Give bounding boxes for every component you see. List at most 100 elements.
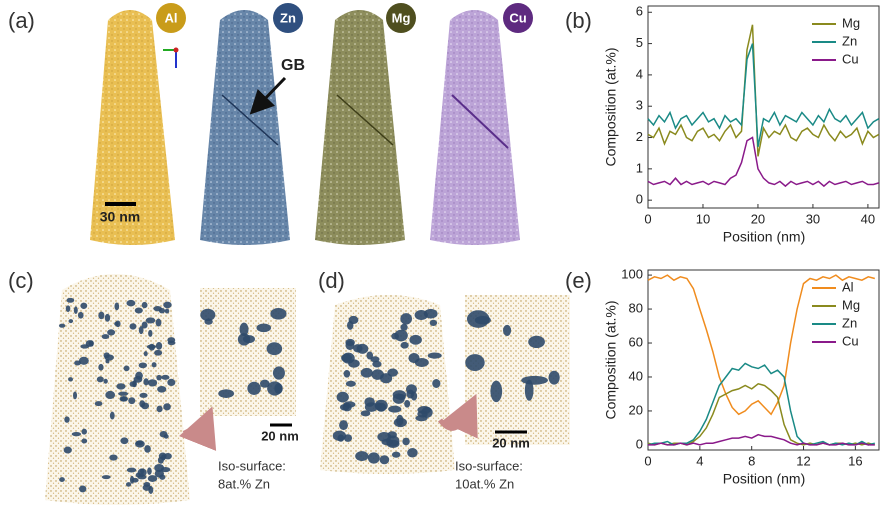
- line-series: [647, 43, 880, 148]
- panel-label: (a): [8, 8, 35, 33]
- precipitate: [345, 340, 355, 351]
- precipitate: [129, 323, 137, 330]
- precipitate: [167, 378, 176, 387]
- line-series: [647, 24, 880, 157]
- panel-label: (b): [565, 8, 592, 33]
- precipitate: [154, 469, 164, 478]
- precipitate: [163, 403, 171, 411]
- precipitate: [104, 313, 111, 322]
- x-tick-label: 10: [696, 211, 710, 226]
- precipitate: [155, 341, 163, 350]
- precipitate: [396, 414, 404, 426]
- y-tick-label: 4: [636, 66, 643, 81]
- isosurface-inset: [200, 288, 296, 416]
- precipitate: [139, 392, 148, 398]
- x-tick-label: 0: [644, 211, 651, 226]
- precipitate: [394, 329, 408, 342]
- line-series: [647, 274, 875, 416]
- precipitate: [145, 317, 156, 324]
- precipitate: [155, 318, 162, 327]
- precipitate: [153, 305, 162, 312]
- precipitate: [528, 335, 545, 349]
- precipitate: [490, 380, 503, 403]
- y-axis-label: Composition (at.%): [603, 300, 619, 419]
- precipitate: [332, 430, 347, 441]
- precipitate: [137, 474, 147, 480]
- panel-label: (e): [565, 268, 592, 293]
- element-ball: [503, 3, 533, 33]
- precipitate: [116, 383, 126, 390]
- precipitate: [68, 377, 74, 382]
- precipitate: [274, 383, 283, 394]
- isosurface-map: [45, 274, 190, 505]
- precipitate: [396, 394, 406, 401]
- precipitate: [107, 329, 116, 336]
- line-series: [648, 433, 875, 446]
- precipitate: [142, 484, 151, 491]
- precipitate: [58, 323, 66, 328]
- precipitate: [404, 399, 411, 408]
- precipitate: [407, 447, 418, 458]
- precipitate: [388, 405, 402, 413]
- precipitate: [154, 349, 163, 356]
- precipitate: [94, 401, 103, 407]
- precipitate: [81, 428, 87, 435]
- legend-label: Cu: [842, 51, 859, 66]
- precipitate: [400, 323, 408, 331]
- element-label: Zn: [280, 10, 296, 25]
- precipitate: [256, 323, 272, 333]
- legend-label: Zn: [842, 315, 857, 330]
- precipitate: [129, 381, 137, 387]
- precipitate: [73, 306, 78, 314]
- precipitate: [372, 360, 382, 368]
- precipitate: [63, 446, 72, 454]
- precipitate: [129, 475, 135, 484]
- y-tick-label: 2: [636, 129, 643, 144]
- precipitate: [109, 411, 115, 420]
- y-tick-label: 0: [636, 192, 643, 207]
- precipitate: [138, 326, 144, 335]
- legend-label: Mg: [842, 297, 860, 312]
- precipitate: [109, 454, 118, 461]
- precipitate: [81, 438, 88, 444]
- precipitate: [360, 367, 373, 378]
- precipitate: [135, 371, 143, 380]
- precipitate: [200, 308, 216, 322]
- y-tick-label: 0: [636, 436, 643, 451]
- precipitate: [144, 445, 151, 453]
- precipitate: [356, 343, 369, 354]
- precipitate: [101, 475, 111, 480]
- precipitate: [466, 310, 490, 328]
- precipitate: [259, 379, 270, 388]
- precipitate: [163, 434, 169, 439]
- precipitate: [147, 475, 158, 482]
- precipitate: [157, 456, 164, 464]
- scale-bar-label: 30 nm: [100, 209, 140, 225]
- precipitate: [364, 402, 378, 412]
- atom-map-mg: [315, 10, 405, 245]
- precipitate: [421, 407, 433, 418]
- x-tick-label: 16: [848, 453, 862, 468]
- x-tick-label: 20: [751, 211, 765, 226]
- iso-value: 8at.% Zn: [218, 476, 270, 491]
- precipitate: [126, 299, 136, 307]
- precipitate: [125, 482, 132, 487]
- precipitate: [128, 397, 136, 405]
- atom-map-al: [90, 10, 175, 245]
- precipitate: [98, 311, 105, 320]
- element-ball: [386, 3, 416, 33]
- element-ball: [273, 3, 303, 33]
- y-tick-label: 100: [621, 267, 643, 282]
- axis-triad: [163, 47, 179, 68]
- precipitate: [218, 389, 235, 398]
- x-tick-label: 8: [748, 453, 755, 468]
- precipitate: [73, 391, 78, 400]
- precipitate: [409, 334, 422, 345]
- gb-arrow: [249, 76, 287, 115]
- legend-label: Zn: [842, 33, 857, 48]
- line-series: [647, 136, 880, 188]
- grain-boundary: [451, 94, 509, 149]
- precipitate: [74, 360, 82, 366]
- x-tick-label: 12: [796, 453, 810, 468]
